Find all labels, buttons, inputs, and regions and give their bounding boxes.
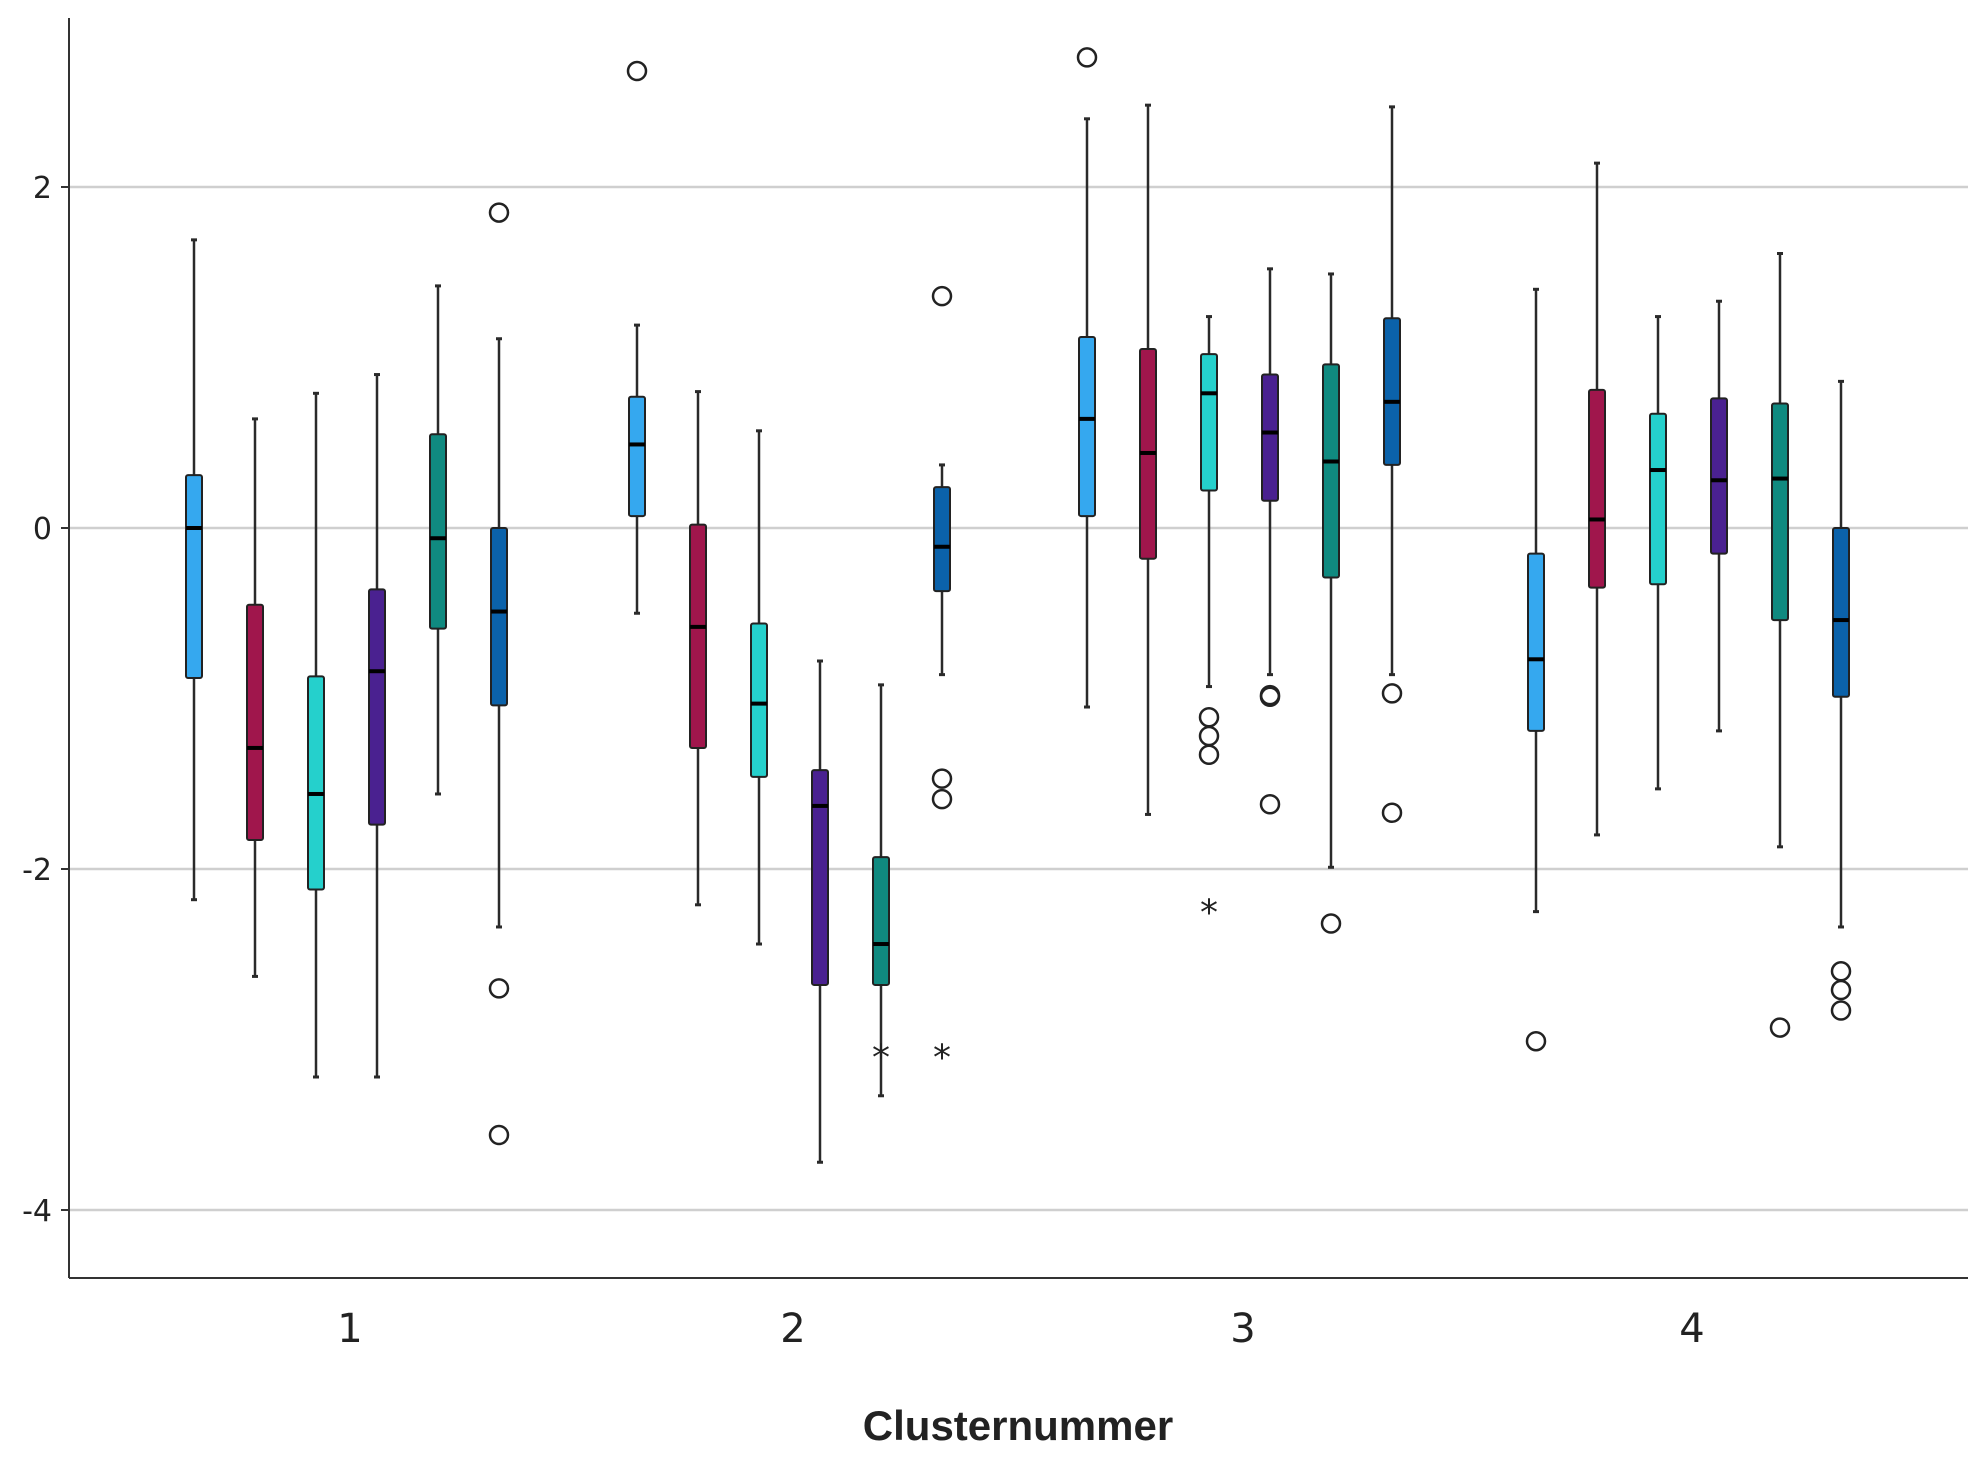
box-groups: * * * <box>185 47 1852 1164</box>
box <box>1588 388 1606 589</box>
outlier-point <box>1830 979 1852 1001</box>
box-group <box>1076 47 1098 709</box>
box-group <box>750 429 768 946</box>
box-group <box>429 284 447 796</box>
box-group <box>488 202 510 1146</box>
box-group <box>1320 272 1342 934</box>
box <box>246 603 264 842</box>
outlier-point <box>488 1124 510 1146</box>
outlier-point <box>1830 961 1852 982</box>
box-group <box>1830 379 1852 1021</box>
outlier-point <box>931 285 953 307</box>
box <box>185 474 203 680</box>
x-tick-label: 2 <box>780 1306 805 1352</box>
outlier-point <box>1259 793 1281 815</box>
box <box>1200 353 1218 492</box>
x-axis-tick-labels: 1 2 3 4 <box>337 1306 1704 1352</box>
x-tick-label: 3 <box>1230 1306 1255 1352</box>
x-tick-label: 1 <box>337 1306 362 1352</box>
box-group <box>1710 299 1728 733</box>
outlier-point <box>488 978 510 999</box>
box <box>1710 397 1728 555</box>
outlier-point <box>1076 47 1098 68</box>
extreme-point: * <box>933 1037 951 1078</box>
box <box>1261 373 1279 502</box>
box-group <box>1769 251 1791 1038</box>
box-group: * <box>872 683 890 1098</box>
box <box>872 856 890 986</box>
box-group <box>811 659 829 1164</box>
box-group <box>1588 161 1606 837</box>
box <box>1832 527 1850 698</box>
outlier-point <box>1259 686 1281 708</box>
box <box>1383 317 1401 466</box>
outlier-point <box>1830 1000 1852 1021</box>
box <box>1649 412 1667 586</box>
y-tick-label: -4 <box>22 1194 52 1229</box>
outlier-point <box>1525 1030 1547 1052</box>
box <box>628 395 646 518</box>
box <box>1527 552 1545 732</box>
x-axis-title: Clusternummer <box>863 1402 1173 1449</box>
axes <box>68 18 1968 1279</box>
box <box>1078 336 1096 518</box>
box <box>1771 402 1789 622</box>
box <box>933 486 951 593</box>
box-group <box>185 238 203 902</box>
outlier-point <box>1381 683 1403 704</box>
outlier-point <box>1198 707 1220 728</box>
box-group <box>1525 287 1547 1052</box>
extreme-point: * <box>1200 893 1218 934</box>
box <box>490 527 508 707</box>
y-axis-tick-labels: 2 0 -2 -4 <box>22 171 52 1229</box>
outlier-point <box>1320 913 1342 934</box>
gridlines <box>61 185 1968 1212</box>
box <box>750 622 768 778</box>
outlier-point <box>1381 802 1403 823</box>
box <box>1322 363 1340 579</box>
box-group <box>1381 105 1403 823</box>
box-group <box>1259 267 1281 815</box>
outlier-point <box>1198 725 1220 747</box>
box-group: * <box>931 285 953 1078</box>
outlier-point <box>931 788 953 810</box>
box <box>429 433 447 630</box>
box-group <box>246 417 264 978</box>
box-group <box>1649 315 1667 791</box>
box-group <box>307 391 325 1079</box>
y-tick-label: 2 <box>33 171 52 206</box>
y-tick-label: 0 <box>33 512 52 547</box>
box <box>307 675 325 891</box>
box-group <box>368 373 386 1079</box>
outlier-point <box>626 60 648 82</box>
outlier-point <box>1198 744 1220 766</box>
box-group <box>689 390 707 907</box>
x-tick-label: 4 <box>1679 1306 1704 1352</box>
box <box>689 523 707 749</box>
extreme-point: * <box>872 1037 890 1078</box>
outlier-point <box>931 768 953 789</box>
box-group: * <box>1198 315 1220 934</box>
outlier-point <box>1769 1017 1791 1038</box>
box-group <box>1139 103 1157 816</box>
box <box>368 588 386 826</box>
box <box>811 769 829 986</box>
outlier-point <box>488 202 510 223</box>
box-group <box>626 60 648 615</box>
y-tick-label: -2 <box>22 853 52 888</box>
